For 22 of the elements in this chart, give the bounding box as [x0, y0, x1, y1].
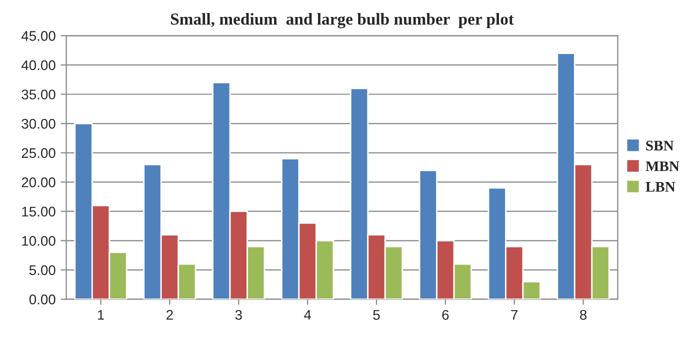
x-tick-label: 5 — [373, 310, 380, 320]
legend-label: LBN — [646, 182, 676, 192]
y-tick-label: 15.00 — [22, 206, 56, 217]
y-tick-label: 20.00 — [22, 177, 56, 188]
x-tick-label: 6 — [442, 310, 449, 320]
x-tick-label: 1 — [98, 310, 104, 320]
x-tick-label: 3 — [235, 310, 242, 320]
y-tick-label: 40.00 — [21, 60, 56, 70]
x-tick-label: 7 — [511, 310, 518, 320]
x-tick-label: 4 — [304, 310, 312, 320]
y-tick-label: 45.00 — [21, 31, 56, 41]
y-tick-label: 5.00 — [29, 265, 56, 276]
legend-label: SBN — [646, 140, 674, 151]
x-tick-label: 8 — [580, 310, 587, 320]
y-tick-label: 35.00 — [22, 90, 56, 100]
legend-label: MBN — [646, 161, 680, 172]
y-tick-label: 30.00 — [22, 118, 56, 129]
chart-title: Small, medium and large bulb number per plot — [170, 13, 514, 28]
x-tick-label: 2 — [166, 310, 173, 320]
y-tick-label: 10.00 — [22, 236, 56, 246]
y-tick-label: 25.00 — [22, 148, 56, 158]
y-tick-label: 0.00 — [29, 294, 56, 304]
